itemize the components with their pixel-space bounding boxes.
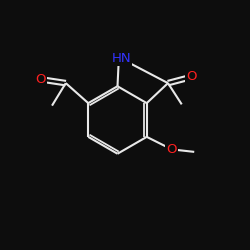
Text: O: O	[186, 70, 197, 84]
Text: O: O	[166, 143, 177, 156]
Text: O: O	[36, 73, 46, 86]
Text: HN: HN	[112, 52, 131, 65]
